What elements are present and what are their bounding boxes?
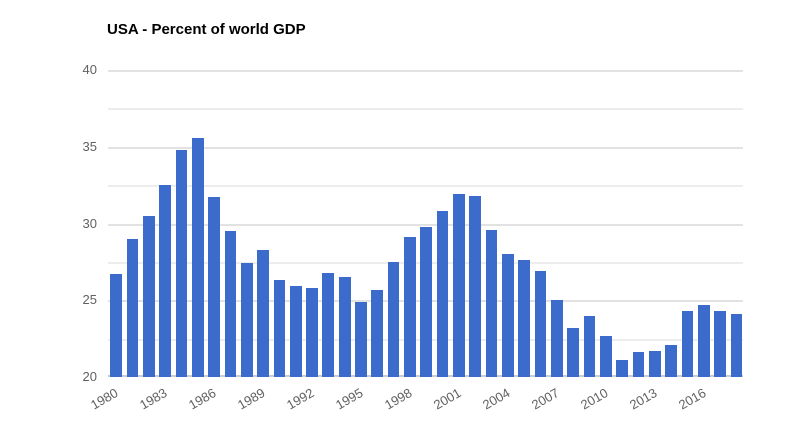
x-tick-label-1998: 1998 — [381, 385, 415, 413]
gridline-30 — [108, 223, 743, 226]
y-tick-label-35: 35 — [82, 138, 97, 154]
bar-2002[interactable] — [469, 195, 482, 377]
bar-2003[interactable] — [485, 229, 498, 377]
bar-2011[interactable] — [616, 360, 629, 377]
bar-2018[interactable] — [730, 314, 743, 377]
plot-area — [108, 70, 743, 377]
bar-1988[interactable] — [240, 263, 253, 377]
x-tick-label-2001: 2001 — [430, 385, 464, 413]
bar-2001[interactable] — [453, 194, 465, 377]
gridline-37.5 — [108, 108, 743, 111]
bar-1983[interactable] — [159, 185, 171, 377]
y-tick-label-25: 25 — [82, 292, 97, 308]
x-tick-label-1983: 1983 — [136, 385, 170, 413]
bar-1998[interactable] — [404, 237, 416, 377]
bar-2006[interactable] — [534, 271, 547, 377]
bar-2012[interactable] — [632, 352, 645, 377]
x-tick-label-2004: 2004 — [479, 385, 513, 413]
bar-2017[interactable] — [714, 311, 727, 377]
bar-2000[interactable] — [436, 211, 449, 377]
bar-1991[interactable] — [289, 286, 302, 377]
bar-2016[interactable] — [698, 304, 710, 377]
bar-2009[interactable] — [583, 315, 596, 377]
bar-1989[interactable] — [257, 249, 269, 377]
gridline-40 — [108, 70, 743, 72]
bar-1995[interactable] — [355, 301, 367, 377]
x-tick-label-1995: 1995 — [332, 385, 366, 413]
bar-1996[interactable] — [371, 289, 384, 377]
bar-2013[interactable] — [649, 350, 661, 377]
bar-1981[interactable] — [126, 238, 139, 377]
x-tick-label-2010: 2010 — [577, 385, 611, 413]
bar-1994[interactable] — [338, 277, 351, 377]
x-tick-label-1986: 1986 — [185, 385, 219, 413]
gridline-32.5 — [108, 185, 743, 188]
bar-1992[interactable] — [306, 287, 318, 377]
x-tick-label-1992: 1992 — [283, 385, 317, 413]
bar-2007[interactable] — [551, 300, 563, 377]
bar-1986[interactable] — [208, 197, 220, 377]
bar-1980[interactable] — [110, 274, 122, 377]
bar-1990[interactable] — [273, 280, 286, 377]
bar-1982[interactable] — [142, 215, 155, 377]
y-tick-label-30: 30 — [82, 215, 97, 231]
x-tick-label-1989: 1989 — [234, 385, 268, 413]
x-tick-label-1980: 1980 — [87, 385, 121, 413]
y-tick-label-40: 40 — [82, 62, 97, 77]
bar-1984[interactable] — [175, 149, 188, 377]
gridline-35 — [108, 146, 743, 149]
bar-1987[interactable] — [224, 231, 237, 377]
x-tick-label-2007: 2007 — [528, 385, 562, 413]
x-tick-label-2013: 2013 — [626, 385, 660, 413]
bar-1993[interactable] — [322, 272, 335, 377]
bar-2008[interactable] — [567, 327, 580, 377]
chart-title: USA - Percent of world GDP — [107, 21, 306, 38]
bar-1999[interactable] — [420, 226, 433, 377]
bar-1985[interactable] — [191, 137, 204, 377]
bar-2005[interactable] — [518, 260, 531, 377]
bar-2010[interactable] — [600, 335, 612, 377]
y-tick-label-20: 20 — [82, 369, 97, 384]
x-tick-label-2016: 2016 — [675, 385, 709, 413]
bar-1997[interactable] — [387, 261, 400, 377]
bar-2014[interactable] — [665, 344, 678, 377]
bar-2004[interactable] — [502, 254, 514, 377]
bar-2015[interactable] — [681, 311, 694, 377]
